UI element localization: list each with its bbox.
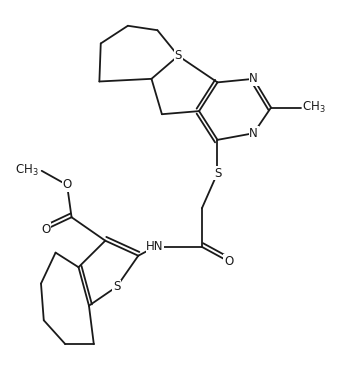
Text: N: N xyxy=(249,72,258,85)
Text: CH$_3$: CH$_3$ xyxy=(302,100,326,115)
Text: CH$_3$: CH$_3$ xyxy=(15,163,39,178)
Text: N: N xyxy=(249,127,258,140)
Text: O: O xyxy=(62,178,72,192)
Text: S: S xyxy=(214,167,221,179)
Text: O: O xyxy=(224,255,233,268)
Text: O: O xyxy=(42,223,51,236)
Text: S: S xyxy=(174,49,182,62)
Text: S: S xyxy=(113,280,120,293)
Text: HN: HN xyxy=(146,241,164,253)
